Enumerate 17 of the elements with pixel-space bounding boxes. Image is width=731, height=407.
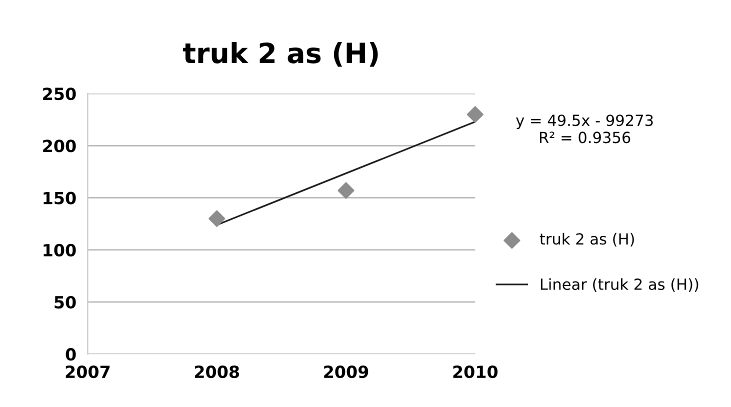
y-tick-label: 50 xyxy=(54,296,76,309)
chart-title: truk 2 as (H) xyxy=(183,42,378,67)
legend-label: Linear (truk 2 as (H)) xyxy=(540,278,698,292)
point xyxy=(338,182,354,199)
x-tick-label: 2010 xyxy=(453,365,498,378)
y-tick-label: 100 xyxy=(44,244,76,256)
y-tick-label: 200 xyxy=(43,140,76,152)
y-tick-label: 0 xyxy=(66,348,76,361)
point xyxy=(466,106,484,123)
y-tick-label: 150 xyxy=(44,192,76,204)
text: y = 49.5x - 99273 R² = 0.9356 xyxy=(516,114,653,144)
y-tick-label: 250 xyxy=(43,88,76,100)
x-tick-label: 2007 xyxy=(66,365,110,378)
legend-label: truk 2 as (H) xyxy=(540,232,634,246)
point xyxy=(208,210,226,227)
x-tick-label: 2009 xyxy=(324,365,368,378)
x-tick-label: 2008 xyxy=(194,365,240,378)
